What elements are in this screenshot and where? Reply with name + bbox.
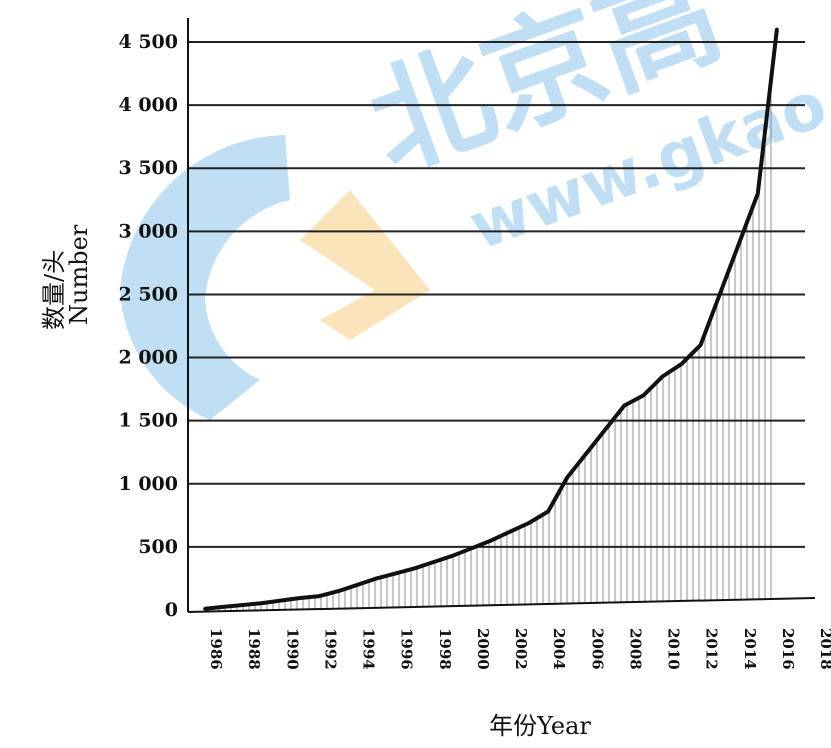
data-point bbox=[622, 403, 627, 408]
x-tick-label: 1992 bbox=[321, 628, 339, 670]
y-tick-label: 2 000 bbox=[119, 347, 179, 369]
x-tick-label: 1988 bbox=[245, 628, 263, 670]
data-point bbox=[393, 571, 398, 576]
x-tick-label: 2000 bbox=[474, 628, 492, 670]
data-point bbox=[412, 566, 417, 571]
x-tick-label: 1986 bbox=[207, 628, 225, 670]
x-axis-title: 年份Year bbox=[489, 712, 591, 740]
x-tick-label: 1994 bbox=[360, 628, 378, 670]
data-point bbox=[736, 242, 741, 246]
x-tick-label: 2004 bbox=[550, 628, 568, 670]
data-point bbox=[584, 451, 589, 456]
data-point bbox=[451, 553, 455, 558]
y-tick-label: 1 000 bbox=[119, 473, 179, 495]
data-point bbox=[527, 521, 531, 525]
data-point bbox=[431, 560, 436, 564]
data-point bbox=[279, 598, 284, 603]
data-point bbox=[717, 292, 722, 297]
x-tick-label: 2014 bbox=[741, 628, 759, 670]
data-point bbox=[355, 582, 360, 587]
data-point bbox=[508, 529, 512, 534]
data-point bbox=[298, 596, 303, 600]
x-tick-label: 1996 bbox=[398, 628, 416, 670]
y-tick-label: 0 bbox=[165, 599, 178, 621]
y-tick-label: 1 500 bbox=[119, 410, 179, 432]
x-tick-label: 2008 bbox=[626, 628, 644, 670]
x-axis-ticks: 1986 1988 1990 1992 1994 1996 1998 2000 2002 2004… bbox=[207, 628, 831, 670]
x-tick-label: 2002 bbox=[512, 628, 530, 670]
y-tick-label: 2 500 bbox=[119, 283, 179, 305]
data-point bbox=[603, 427, 608, 432]
y-tick-label: 4 500 bbox=[119, 31, 179, 53]
data-point bbox=[698, 343, 703, 347]
y-tick-label: 500 bbox=[138, 536, 178, 558]
data-point bbox=[317, 594, 322, 598]
data-point bbox=[336, 589, 341, 593]
data-point bbox=[260, 601, 264, 605]
data-point bbox=[222, 605, 226, 609]
x-tick-label: 1998 bbox=[436, 628, 454, 670]
y-tick-label: 3 000 bbox=[119, 220, 179, 242]
x-tick-label: 2010 bbox=[665, 628, 683, 670]
watermark-logo-arc bbox=[120, 135, 290, 420]
x-tick-label: 1990 bbox=[283, 628, 301, 670]
watermark-logo-chevron bbox=[300, 190, 430, 340]
x-tick-label: 2016 bbox=[779, 628, 797, 670]
data-point bbox=[489, 538, 493, 543]
y-tick-label: 3 500 bbox=[119, 157, 179, 179]
data-point bbox=[203, 606, 207, 611]
y-axis-title-en: Number bbox=[65, 224, 93, 325]
series-points bbox=[203, 27, 779, 611]
data-point bbox=[546, 509, 550, 514]
data-point bbox=[241, 603, 245, 607]
data-point bbox=[679, 362, 684, 366]
data-point bbox=[565, 475, 569, 480]
data-point bbox=[470, 546, 474, 550]
gridlines bbox=[188, 41, 805, 548]
x-tick-label: 2006 bbox=[588, 628, 606, 670]
y-axis-ticks: 0 500 1 000 1 500 2 000 2 500 3 000 3 500 4 000 4… bbox=[119, 31, 179, 621]
x-tick-label: 2018 bbox=[817, 628, 831, 670]
data-point bbox=[660, 374, 665, 379]
x-tick-label: 2012 bbox=[703, 628, 721, 670]
data-point bbox=[775, 27, 779, 32]
data-point bbox=[756, 191, 760, 196]
data-point bbox=[374, 576, 379, 581]
y-axis-title-cn: 数量/头 bbox=[40, 250, 68, 330]
area-hatch bbox=[206, 79, 772, 612]
y-tick-label: 4 000 bbox=[119, 94, 179, 116]
x-axis-line bbox=[187, 597, 816, 613]
data-point bbox=[641, 393, 646, 398]
